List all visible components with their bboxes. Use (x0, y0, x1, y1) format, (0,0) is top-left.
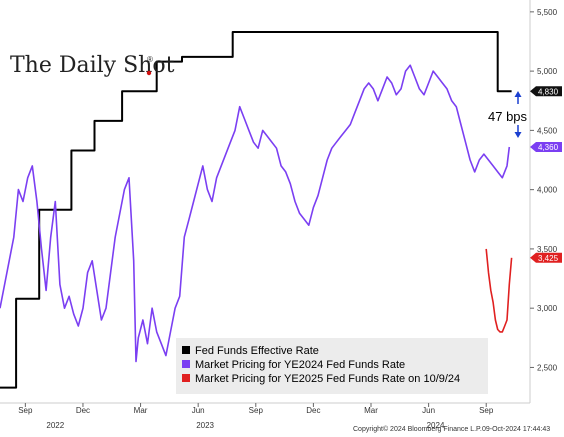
legend-box (176, 338, 488, 394)
y-axis: 2,500 3,000 3,500 4,000 4,500 5,000 5,500 (530, 8, 558, 372)
logo: The Daily Shot ® (10, 53, 175, 78)
annotation-text: 47 bps (488, 109, 528, 124)
series-line-fed-funds (0, 31, 512, 389)
x-tick-label: Dec (306, 406, 320, 415)
y-tick-label: 4,500 (537, 126, 558, 135)
x-tick-label: Jun (192, 406, 205, 415)
legend-swatch (182, 374, 190, 382)
annotation-47bps: 47 bps (488, 91, 528, 138)
series-line-ye2025 (485, 248, 513, 333)
plot-frame (0, 0, 531, 404)
y-tick-label: 3,000 (537, 304, 558, 313)
legend-label: Market Pricing for YE2025 Fed Funds Rate… (195, 373, 460, 385)
x-tick-label: Sep (18, 406, 33, 415)
logo-dot-icon (146, 70, 152, 76)
y-tick-label: 2,500 (537, 363, 558, 372)
x-axis: Sep Dec Mar Jun Sep Dec Mar Jun Sep 2022 2023 2024 (18, 403, 494, 430)
y-tick-label: 5,000 (537, 67, 558, 76)
end-value-badge-label: 4,360 (538, 143, 559, 152)
x-tick-label: Jun (422, 406, 435, 415)
arrow-down-icon (514, 125, 522, 138)
x-tick-label: Mar (364, 406, 378, 415)
end-value-badge-label: 4,830 (538, 87, 559, 96)
x-tick-label: Sep (479, 406, 494, 415)
y-tick-label: 4,000 (537, 186, 558, 195)
x-year-label: 2024 (427, 421, 445, 430)
footer-copyright: Copyright© 2024 Bloomberg Finance L.P. (353, 425, 482, 433)
legend-swatch (182, 360, 190, 368)
x-tick-label: Mar (134, 406, 148, 415)
legend-item-fed-funds: Fed Funds Effective Rate (182, 345, 319, 357)
x-year-label: 2023 (196, 421, 214, 430)
legend-item-ye2024: Market Pricing for YE2024 Fed Funds Rate (182, 359, 405, 371)
x-year-label: 2022 (46, 421, 64, 430)
end-value-badges: 4,830 4,360 3,425 (530, 86, 562, 263)
y-tick-label: 3,500 (537, 245, 558, 254)
series-layer (0, 31, 513, 389)
end-value-badge: 4,360 (530, 141, 562, 152)
end-value-badge-label: 3,425 (538, 254, 559, 263)
legend-label: Fed Funds Effective Rate (195, 345, 319, 357)
legend-swatch (182, 346, 190, 354)
y-tick-label: 5,500 (537, 8, 558, 17)
arrow-up-icon (514, 91, 522, 104)
legend-label: Market Pricing for YE2024 Fed Funds Rate (195, 359, 405, 371)
end-value-badge: 4,830 (530, 86, 562, 97)
logo-mark: ® (147, 55, 153, 64)
footer: Copyright© 2024 Bloomberg Finance L.P. 0… (353, 425, 550, 433)
series-line-ye2024 (0, 64, 511, 363)
end-value-badge: 3,425 (530, 252, 562, 263)
legend-item-ye2025: Market Pricing for YE2025 Fed Funds Rate… (182, 373, 460, 385)
x-tick-label: Sep (249, 406, 264, 415)
x-tick-label: Dec (76, 406, 90, 415)
legend: Fed Funds Effective Rate Market Pricing … (176, 338, 488, 394)
footer-timestamp: 09-Oct-2024 17:44:43 (482, 426, 550, 433)
